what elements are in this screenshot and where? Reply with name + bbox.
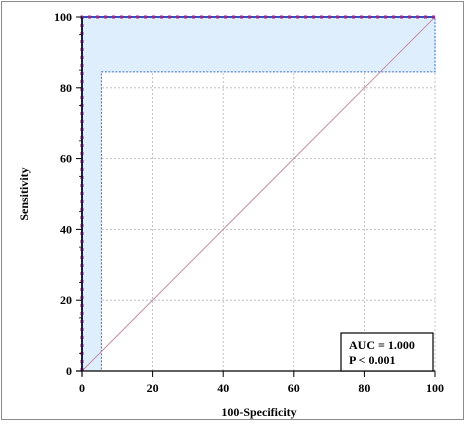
chart-frame: 0 20 40 60 80 100 0 20 40 60 80 100 100-Specificity… [1, 1, 464, 420]
x-axis-title: 100-Specificity [221, 405, 296, 419]
x-tick-label: 60 [288, 381, 300, 395]
reference-line-layer [81, 16, 436, 372]
x-tick-label: 100 [426, 381, 444, 395]
x-tick-label: 20 [147, 381, 159, 395]
tick-labels: 0 20 40 60 80 100 0 20 40 60 80 100 [54, 10, 444, 395]
x-tick-label: 0 [79, 381, 85, 395]
y-tick-label: 100 [54, 10, 72, 24]
auc-annotation-box: AUC = 1.000 P < 0.001 [340, 332, 434, 372]
y-tick-label: 60 [60, 152, 72, 166]
x-tick-label: 40 [217, 381, 229, 395]
reference-line [81, 16, 436, 372]
y-axis-title: Sensitivity [17, 167, 31, 220]
y-tick-label: 20 [60, 293, 72, 307]
auc-label: AUC = 1.000 [349, 338, 415, 352]
annotation-border [340, 332, 434, 372]
y-tick-label: 80 [60, 81, 72, 95]
p-value-label: P < 0.001 [349, 353, 396, 367]
y-tick-label: 40 [60, 222, 72, 236]
confidence-band-lower-edge [82, 17, 436, 372]
x-tick-label: 80 [358, 381, 370, 395]
y-tick-label: 0 [66, 364, 72, 378]
